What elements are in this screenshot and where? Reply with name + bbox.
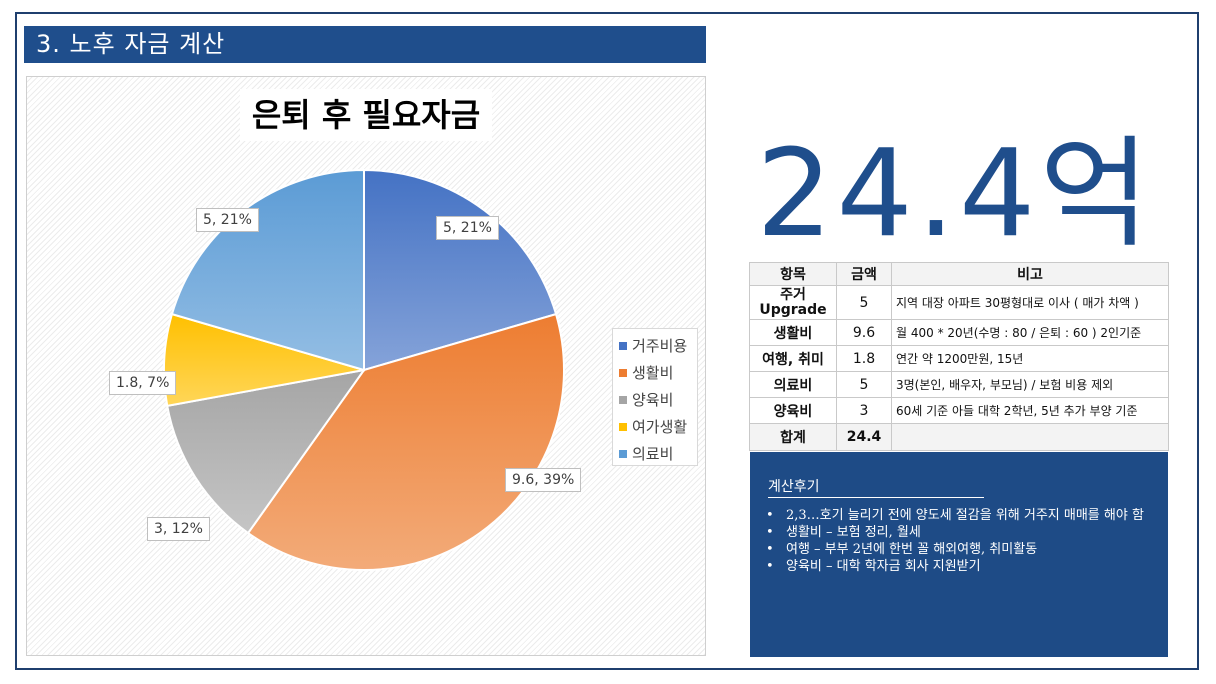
review-item: 생활비 – 보험 정리, 월세 bbox=[766, 524, 1144, 541]
data-label-0: 5, 21% bbox=[436, 216, 499, 240]
table-cell-amount: 3 bbox=[836, 397, 892, 424]
table-cell-note: 3명(본인, 배우자, 부모님) / 보험 비용 제외 bbox=[891, 371, 1169, 398]
legend-item: 양육비 bbox=[619, 387, 697, 414]
data-label-2: 3, 12% bbox=[147, 517, 210, 541]
data-label-3: 1.8, 7% bbox=[109, 371, 177, 395]
table-row: 주거 Upgrade 5 지역 대장 아파트 30평형대로 이사 ( 매가 차액… bbox=[749, 285, 1169, 320]
legend-swatch bbox=[619, 449, 627, 458]
table-header: 비고 bbox=[891, 262, 1169, 286]
chart-title: 은퇴 후 필요자금 bbox=[240, 89, 492, 141]
legend-label: 양육비 bbox=[632, 391, 674, 409]
table-cell-item: 생활비 bbox=[749, 319, 837, 346]
table-cell-item: 양육비 bbox=[749, 397, 837, 424]
cost-table: 항목 금액 비고 주거 Upgrade 5 지역 대장 아파트 30평형대로 이… bbox=[749, 262, 1169, 451]
table-cell-amount: 9.6 bbox=[836, 319, 892, 346]
review-item: 여행 – 부부 2년에 한번 꼴 해외여행, 취미활동 bbox=[766, 541, 1144, 558]
legend-label: 여가생활 bbox=[632, 418, 688, 436]
table-cell-note: 지역 대장 아파트 30평형대로 이사 ( 매가 차액 ) bbox=[891, 285, 1169, 320]
table-header-row: 항목 금액 비고 bbox=[749, 262, 1169, 286]
pie-slice-2 bbox=[166, 368, 367, 535]
review-box: 계산후기 2,3…호기 늘리기 전에 양도세 절감을 위해 거주지 매매를 해야… bbox=[750, 452, 1168, 657]
legend-item: 생활비 bbox=[619, 360, 697, 387]
legend-swatch bbox=[619, 368, 627, 377]
review-item: 양육비 – 대학 학자금 회사 지원받기 bbox=[766, 558, 1144, 575]
table-header: 금액 bbox=[836, 262, 892, 286]
table-cell-item: 여행, 취미 bbox=[749, 345, 837, 372]
pie-slice-1 bbox=[246, 312, 565, 571]
table-cell-amount: 5 bbox=[836, 285, 892, 320]
pie-slice-0 bbox=[363, 168, 558, 372]
table-total-note bbox=[891, 423, 1169, 451]
data-label-4: 5, 21% bbox=[196, 208, 259, 232]
legend-swatch bbox=[619, 341, 627, 350]
review-item: 2,3…호기 늘리기 전에 양도세 절감을 위해 거주지 매매를 해야 함 bbox=[766, 507, 1144, 524]
table-cell-item: 의료비 bbox=[749, 371, 837, 398]
table-header: 항목 bbox=[749, 262, 837, 286]
legend-label: 생활비 bbox=[632, 364, 674, 382]
legend-label: 의료비 bbox=[632, 445, 674, 463]
legend-item: 의료비 bbox=[619, 441, 697, 468]
table-row: 생활비 9.6 월 400 * 20년(수명 : 80 / 은퇴 : 60 ) … bbox=[749, 319, 1169, 346]
legend-swatch bbox=[619, 422, 627, 431]
data-label-1: 9.6, 39% bbox=[505, 468, 582, 492]
table-row: 여행, 취미 1.8 연간 약 1200만원, 15년 bbox=[749, 345, 1169, 372]
table-row: 의료비 5 3명(본인, 배우자, 부모님) / 보험 비용 제외 bbox=[749, 371, 1169, 398]
table-total-amount: 24.4 bbox=[836, 423, 892, 451]
legend-item: 거주비용 bbox=[619, 333, 697, 360]
table-cell-note: 월 400 * 20년(수명 : 80 / 은퇴 : 60 ) 2인기준 bbox=[891, 319, 1169, 346]
table-total-row: 합계 24.4 bbox=[749, 423, 1169, 451]
review-divider bbox=[768, 497, 984, 498]
legend-swatch bbox=[619, 395, 627, 404]
review-title: 계산후기 bbox=[768, 479, 820, 495]
table-cell-note: 60세 기준 아들 대학 2학년, 5년 추가 부양 기준 bbox=[891, 397, 1169, 424]
page-title: 3. 노후 자금 계산 bbox=[24, 26, 706, 63]
table-row: 양육비 3 60세 기준 아들 대학 2학년, 5년 추가 부양 기준 bbox=[749, 397, 1169, 424]
review-list: 2,3…호기 늘리기 전에 양도세 절감을 위해 거주지 매매를 해야 함 생활… bbox=[766, 507, 1144, 575]
legend-label: 거주비용 bbox=[632, 337, 688, 355]
table-cell-amount: 1.8 bbox=[836, 345, 892, 372]
total-amount-display: 24.4억 bbox=[756, 125, 1154, 264]
table-cell-amount: 5 bbox=[836, 371, 892, 398]
legend-item: 여가생활 bbox=[619, 414, 697, 441]
chart-legend: 거주비용 생활비 양육비 여가생활 의료비 bbox=[612, 328, 698, 466]
table-total-label: 합계 bbox=[749, 423, 837, 451]
table-cell-note: 연간 약 1200만원, 15년 bbox=[891, 345, 1169, 372]
table-cell-item: 주거 Upgrade bbox=[749, 285, 837, 320]
